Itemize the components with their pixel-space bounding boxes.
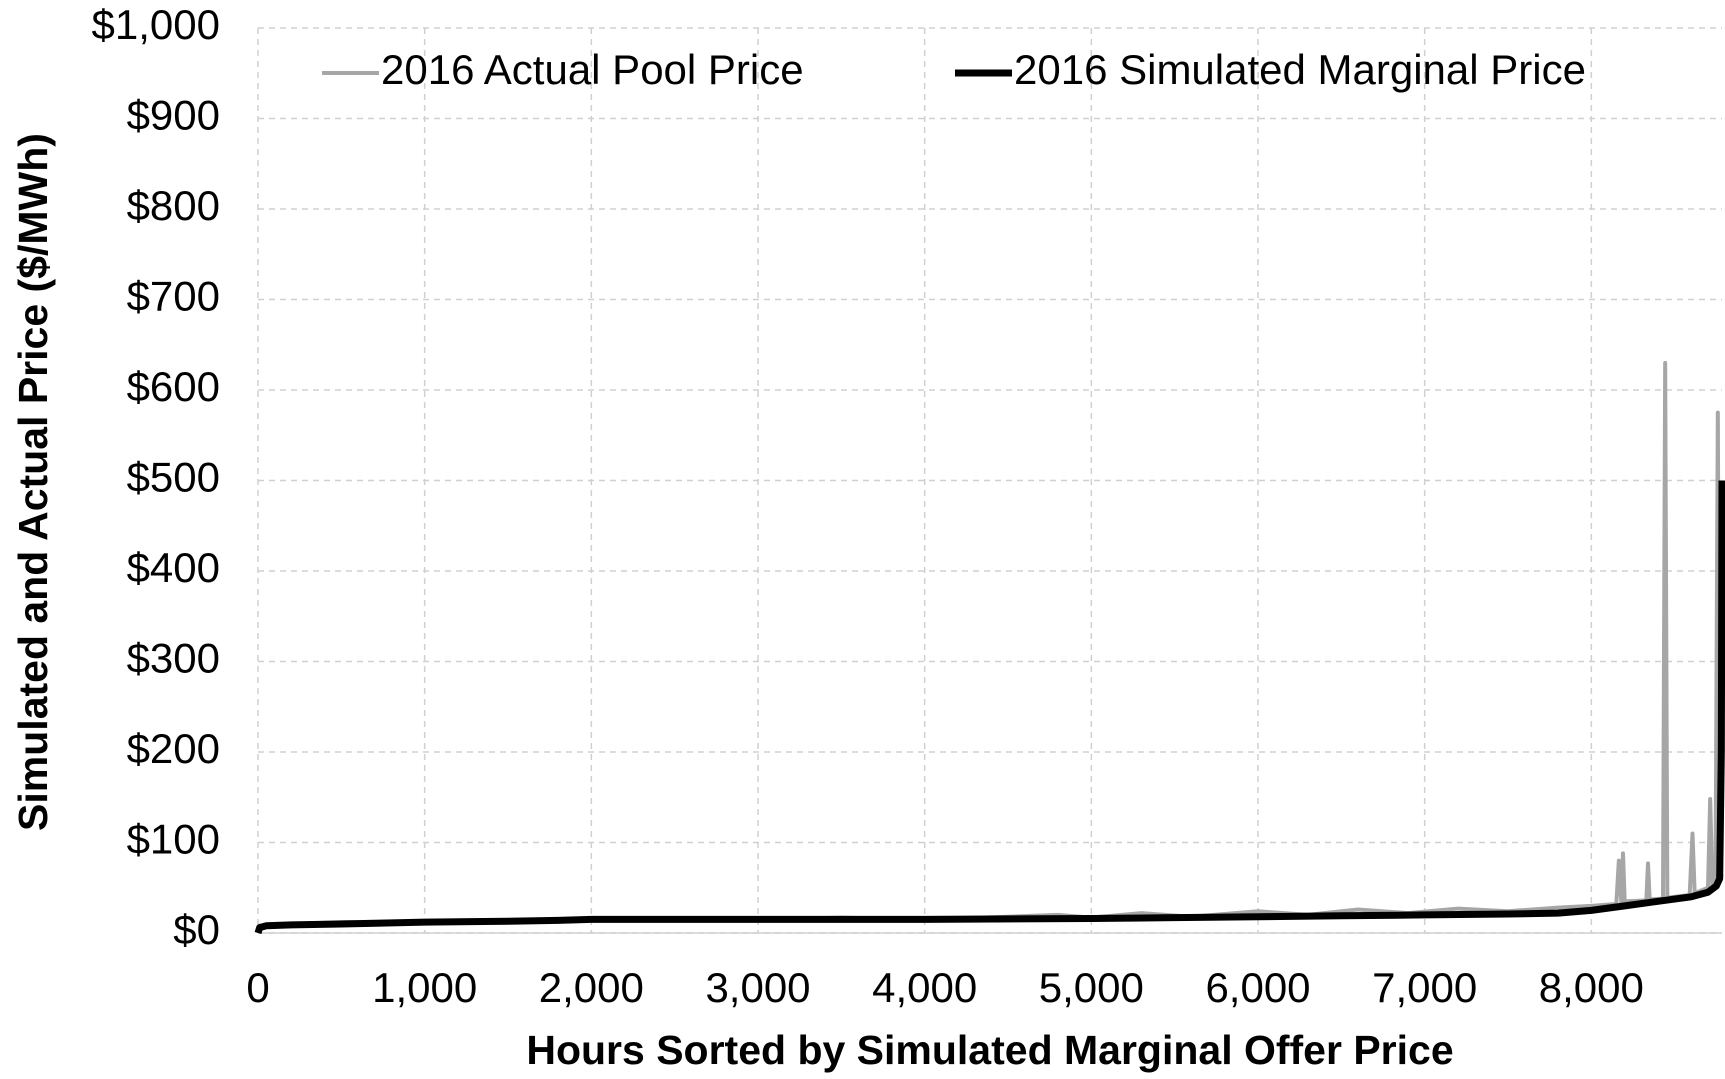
x-axis-title: Hours Sorted by Simulated Marginal Offer… [526,1027,1453,1073]
y-tick-label: $300 [127,635,220,682]
x-tick-label: 5,000 [1039,964,1144,1011]
y-tick-label: $1,000 [92,1,220,48]
x-tick-label: 0 [246,964,269,1011]
x-tick-label: 8,000 [1539,964,1644,1011]
x-tick-label: 7,000 [1372,964,1477,1011]
legend-label: 2016 Actual Pool Price [381,46,804,93]
series-line [254,480,1725,935]
x-tick-label: 4,000 [872,964,977,1011]
y-tick-label: $800 [127,182,220,229]
y-tick-label: $700 [127,273,220,320]
y-tick-label: $0 [173,906,220,953]
y-tick-label: $100 [127,816,220,863]
x-tick-label: 2,000 [539,964,644,1011]
y-tick-label: $200 [127,725,220,772]
y-tick-label: $400 [127,544,220,591]
x-tick-label: 3,000 [705,964,810,1011]
y-tick-label: $600 [127,363,220,410]
x-tick-label: 1,000 [372,964,477,1011]
x-tick-label: 6,000 [1205,964,1310,1011]
y-tick-label: $500 [127,454,220,501]
y-tick-label: $900 [127,92,220,139]
legend-label: 2016 Simulated Marginal Price [1014,46,1586,93]
series-line [257,360,1724,928]
y-axis-title: Simulated and Actual Price ($/MWh) [10,133,56,831]
